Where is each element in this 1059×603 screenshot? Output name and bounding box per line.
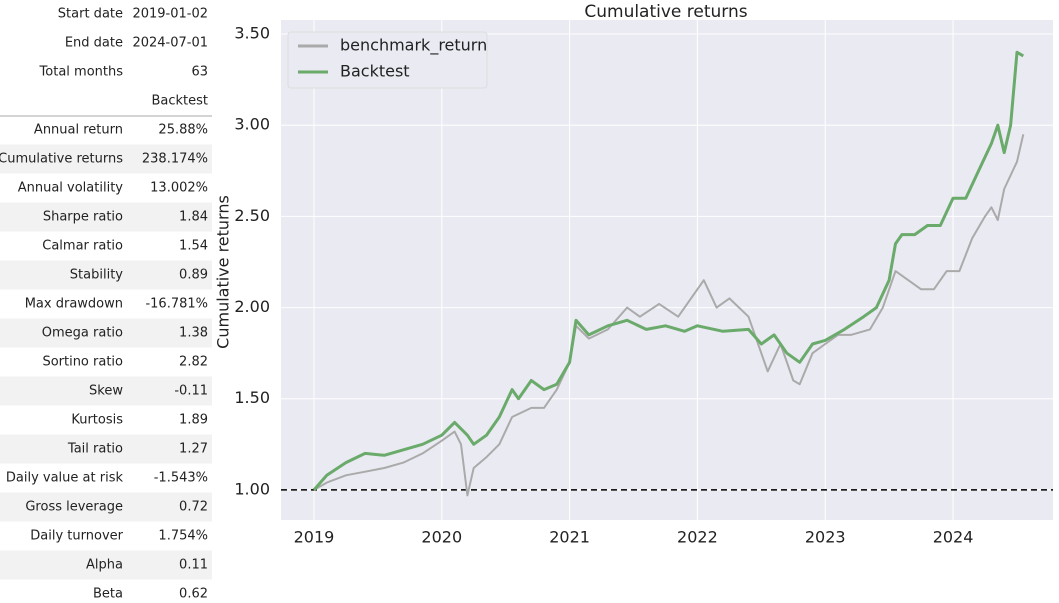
y-tick-label: 2.50 bbox=[234, 206, 270, 225]
row-label: Alpha bbox=[86, 558, 123, 573]
row-value: 1.754% bbox=[158, 529, 208, 544]
row-value: 1.38 bbox=[179, 326, 208, 341]
legend-label: benchmark_return bbox=[340, 36, 487, 56]
y-tick-label: 2.00 bbox=[234, 297, 270, 316]
row-label: Annual return bbox=[34, 123, 123, 138]
y-tick-label: 3.00 bbox=[234, 115, 270, 134]
row-label: Gross leverage bbox=[25, 500, 123, 515]
y-tick-label: 1.00 bbox=[234, 479, 270, 498]
row-label: Total months bbox=[39, 65, 124, 80]
y-tick-label: 1.50 bbox=[234, 388, 270, 407]
x-tick-label: 2023 bbox=[805, 528, 846, 547]
row-label: Sortino ratio bbox=[42, 355, 123, 370]
row-value: 1.89 bbox=[179, 413, 208, 428]
row-label: Max drawdown bbox=[25, 297, 123, 312]
row-label: Calmar ratio bbox=[42, 239, 123, 254]
row-shade bbox=[0, 202, 212, 232]
row-value: 0.72 bbox=[179, 500, 208, 515]
row-label: Annual volatility bbox=[18, 181, 124, 196]
row-value: 63 bbox=[191, 65, 208, 80]
x-tick-label: 2020 bbox=[421, 528, 462, 547]
row-value: -0.11 bbox=[174, 384, 208, 399]
row-label: Start date bbox=[58, 7, 123, 22]
row-label: Omega ratio bbox=[42, 326, 123, 341]
row-value: 0.89 bbox=[179, 268, 208, 283]
chart-title: Cumulative returns bbox=[584, 2, 747, 22]
row-shade bbox=[0, 434, 212, 464]
y-axis-label: Cumulative returns bbox=[214, 195, 233, 349]
row-value: 2.82 bbox=[179, 355, 208, 370]
x-tick-label: 2024 bbox=[933, 528, 974, 547]
x-tick-label: 2021 bbox=[549, 528, 590, 547]
x-tick-label: 2022 bbox=[677, 528, 718, 547]
row-label: Stability bbox=[70, 268, 124, 283]
row-value: 1.84 bbox=[179, 210, 208, 225]
series-line bbox=[312, 50, 1025, 491]
chart: 1.00 1.50 2.00 2.50 3.00 3.50 2019 2020 2021 2022… bbox=[234, 20, 1053, 547]
row-value: 13.002% bbox=[150, 181, 208, 196]
row-label: Tail ratio bbox=[67, 442, 123, 457]
row-value: 2024-07-01 bbox=[132, 36, 208, 51]
row-label: Beta bbox=[93, 587, 123, 602]
row-label: Daily turnover bbox=[30, 529, 123, 544]
row-label: End date bbox=[65, 36, 123, 51]
row-value: 2019-01-02 bbox=[132, 7, 208, 22]
row-value: -16.781% bbox=[145, 297, 208, 312]
row-value: 1.27 bbox=[179, 442, 208, 457]
plot-area bbox=[281, 20, 1053, 520]
row-value: -1.543% bbox=[154, 471, 208, 486]
row-value: 238.174% bbox=[142, 152, 208, 167]
row-shade bbox=[0, 550, 212, 580]
row-value: 1.54 bbox=[179, 239, 208, 254]
row-label: Skew bbox=[89, 384, 123, 399]
legend-box bbox=[287, 31, 488, 89]
row-label: Kurtosis bbox=[71, 413, 123, 428]
row-label: Daily value at risk bbox=[6, 471, 124, 486]
stats-table: Start date 2019-01-02 End date 2024-07-01 To… bbox=[0, 7, 212, 602]
column-header: Backtest bbox=[151, 94, 208, 109]
row-label: Sharpe ratio bbox=[43, 210, 123, 225]
series-line bbox=[313, 134, 1025, 497]
legend-label: Backtest bbox=[340, 62, 410, 81]
row-shade bbox=[0, 260, 212, 290]
row-shade bbox=[0, 376, 212, 406]
row-value: 25.88% bbox=[158, 123, 208, 138]
row-value: 0.62 bbox=[179, 587, 208, 602]
row-shade bbox=[0, 144, 212, 174]
row-value: 0.11 bbox=[179, 558, 208, 573]
row-label: Cumulative returns bbox=[0, 152, 123, 167]
x-tick-label: 2019 bbox=[294, 528, 335, 547]
row-shade bbox=[0, 318, 212, 348]
row-shade bbox=[0, 492, 212, 522]
y-tick-label: 3.50 bbox=[234, 24, 270, 43]
